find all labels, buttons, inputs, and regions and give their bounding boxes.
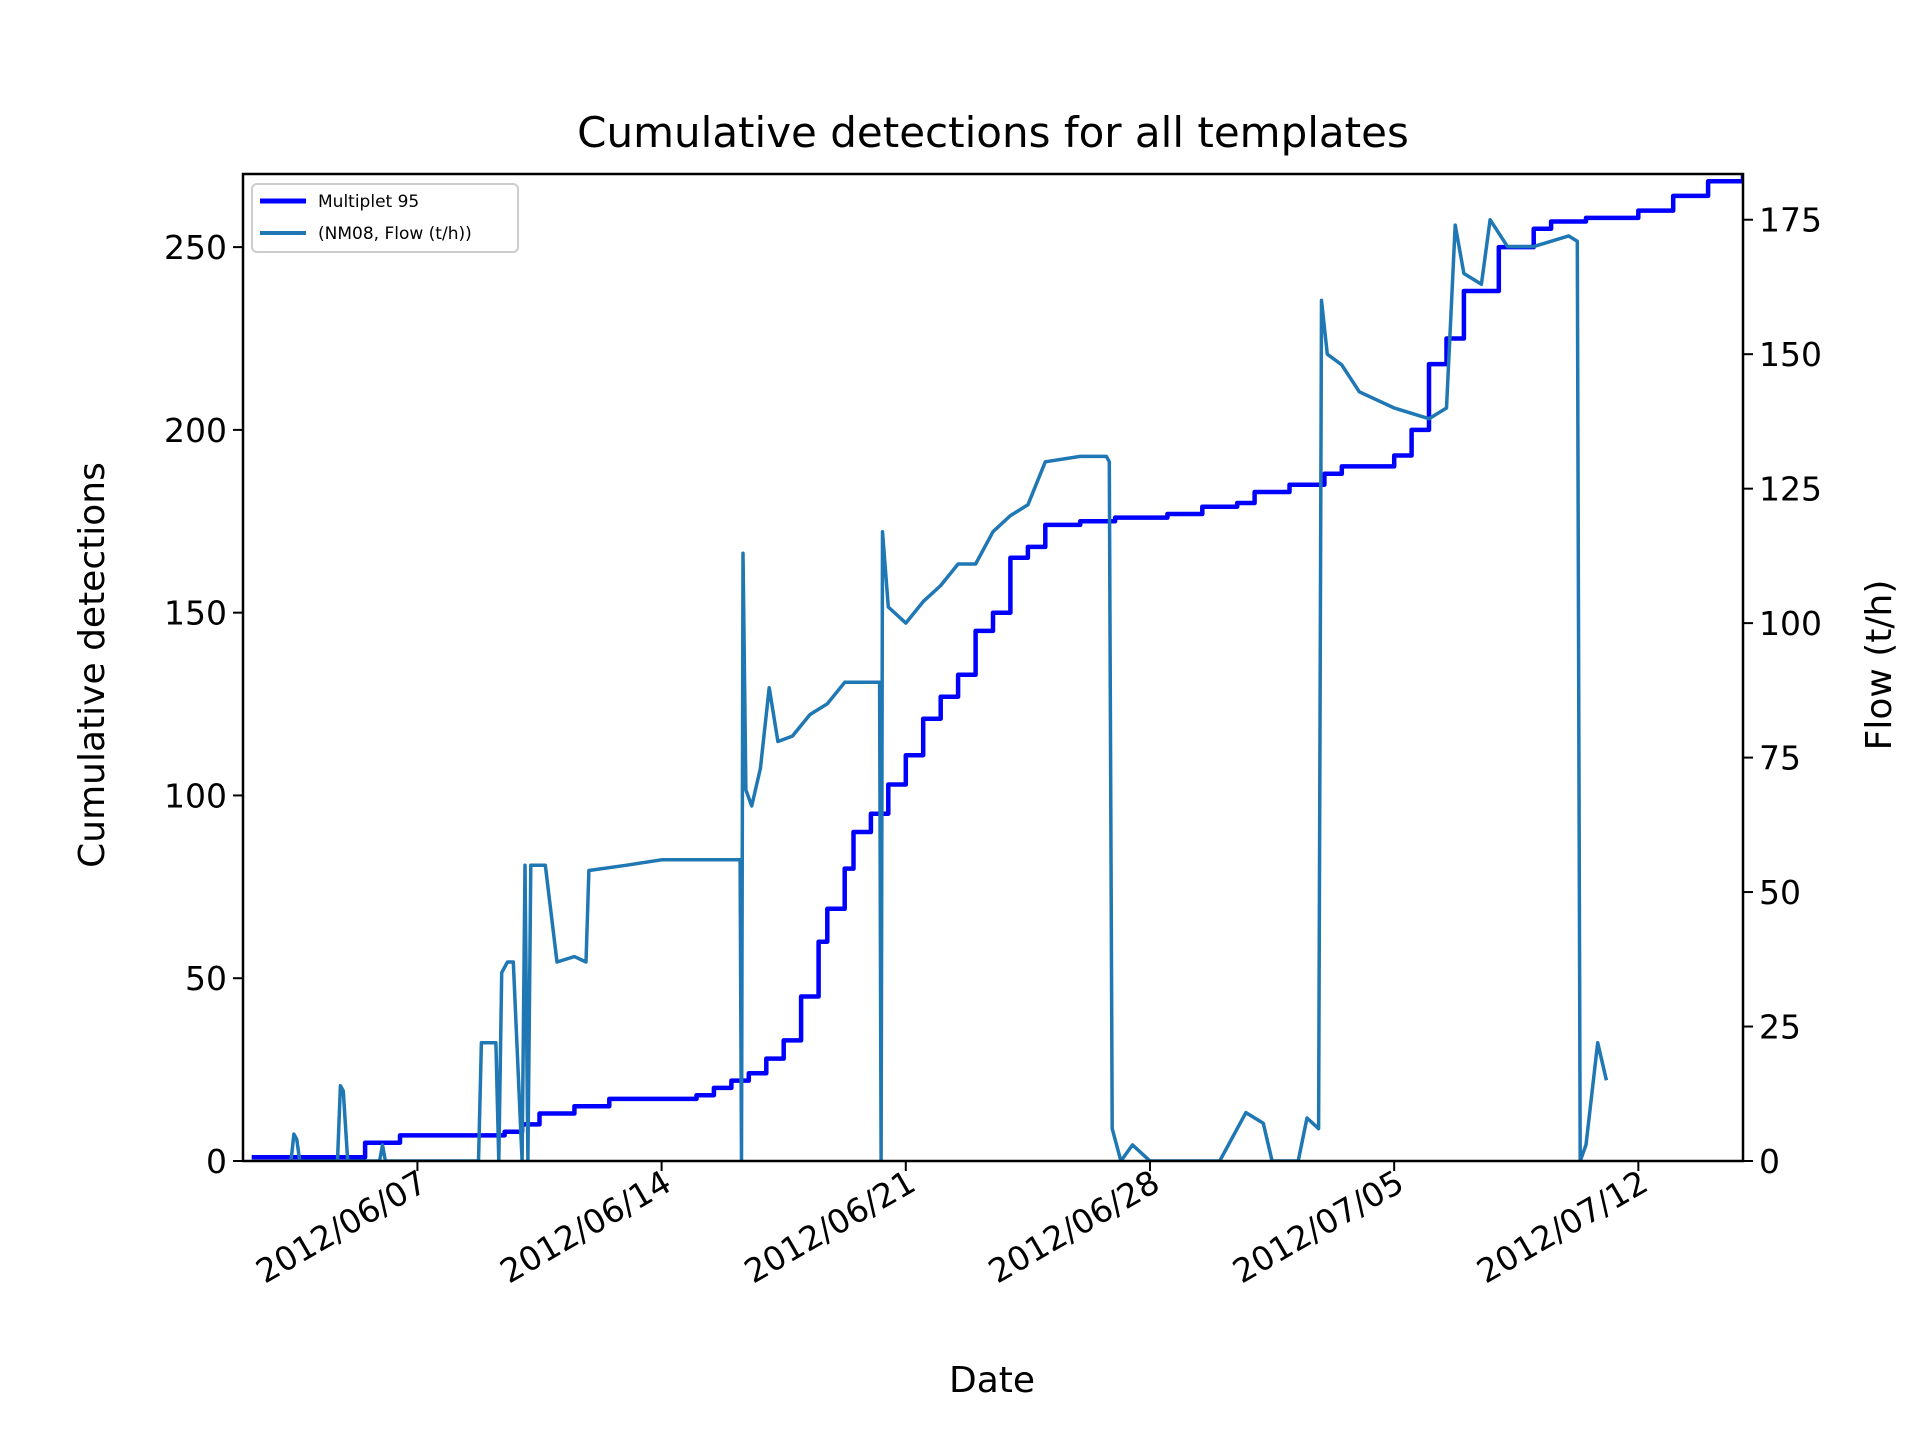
y-tick-label: 100 (164, 776, 227, 815)
y-axis-label: Cumulative detections (72, 462, 113, 868)
y2-tick-label: 25 (1759, 1008, 1801, 1047)
y-tick-label: 150 (164, 594, 227, 633)
y2-tick-label: 150 (1759, 335, 1822, 374)
series-line-flow (289, 217, 1609, 1161)
series-layer (251, 174, 1743, 1161)
legend-label-multiplet: Multiplet 95 (318, 192, 419, 212)
y-tick-label: 250 (164, 228, 227, 267)
chart-title: Cumulative detections for all templates (577, 108, 1409, 157)
y-tick-label: 50 (185, 959, 227, 998)
y-tick-label: 200 (164, 411, 227, 450)
y2-tick-label: 0 (1759, 1142, 1780, 1181)
legend-label-flow: (NM08, Flow (t/h)) (318, 224, 472, 244)
series-line-multiplet (251, 174, 1743, 1160)
y2-tick-label: 125 (1759, 470, 1822, 509)
y2-tick-label: 75 (1759, 739, 1801, 778)
y2-tick-label: 100 (1759, 604, 1822, 643)
legend-box (251, 183, 519, 253)
y2-axis-label: Flow (t/h) (1859, 580, 1900, 751)
y-tick-label: 0 (206, 1142, 227, 1181)
plot-frame (241, 172, 1745, 1163)
y2-tick-label: 175 (1759, 201, 1822, 240)
x-axis-label: Date (949, 1360, 1035, 1401)
y2-tick-label: 50 (1759, 873, 1801, 912)
legend: Multiplet 95 (NM08, Flow (t/h)) (251, 183, 519, 253)
